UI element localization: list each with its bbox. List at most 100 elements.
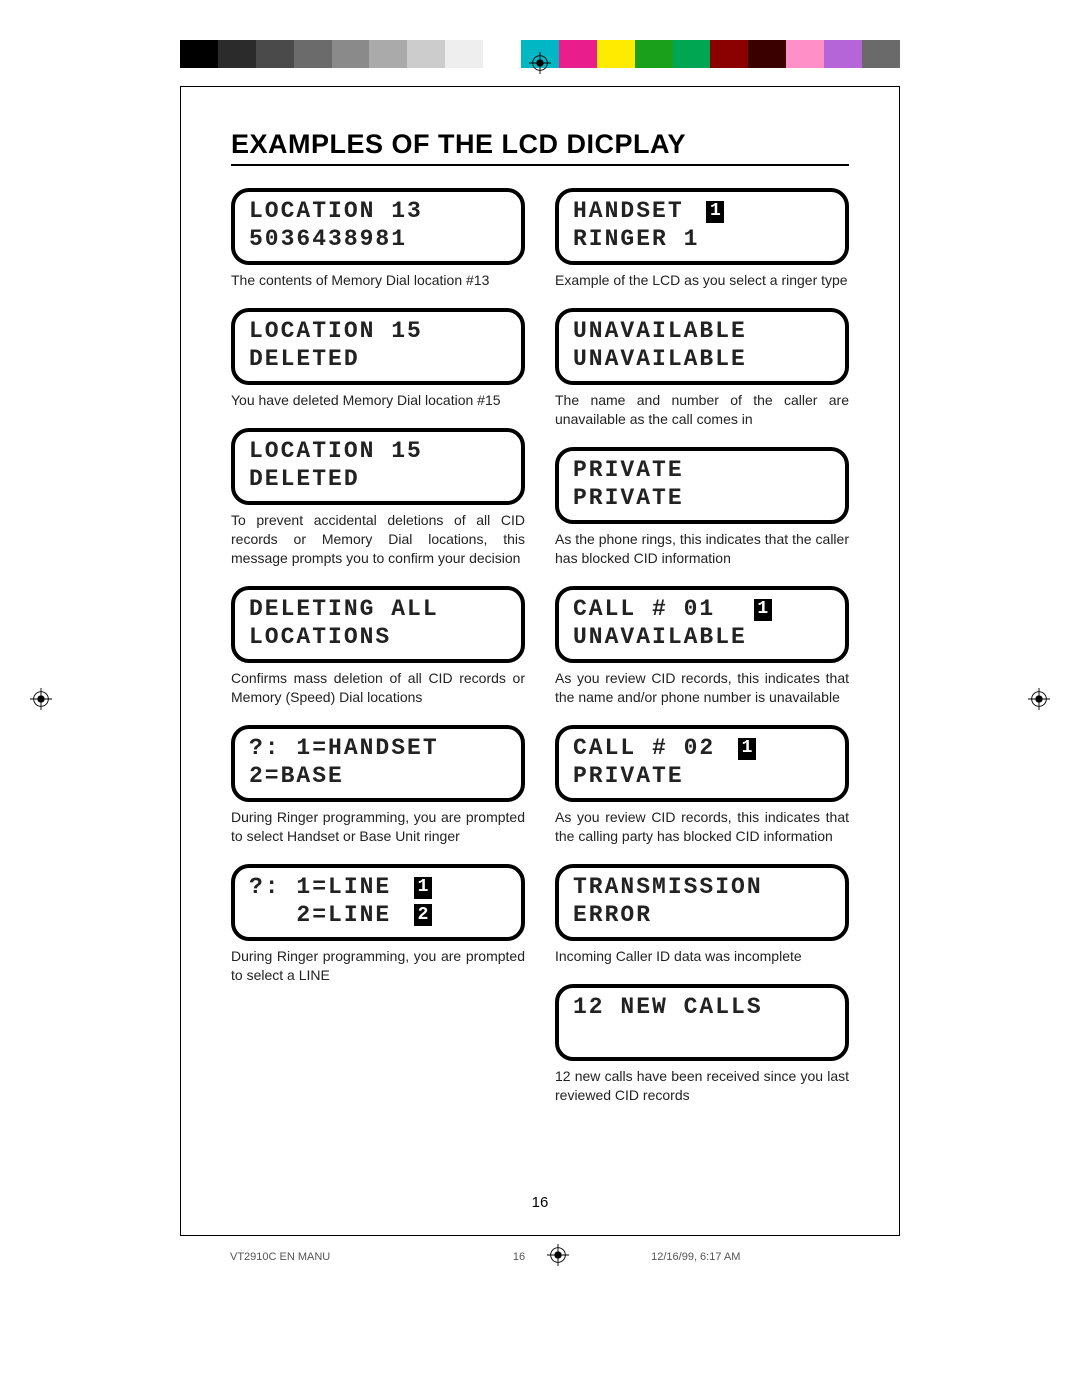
lcd-screen: ?: 1=LINE 1 2=LINE 2 bbox=[231, 864, 525, 941]
lcd-inverse-digit: 1 bbox=[738, 738, 756, 760]
lcd-inverse-digit: 1 bbox=[414, 877, 432, 899]
content-columns: LOCATION 135036438981 The contents of Mem… bbox=[231, 188, 849, 1123]
lcd-screen: ?: 1=HANDSET2=BASE bbox=[231, 725, 525, 802]
lcd-text: LOCATION 13 bbox=[249, 198, 423, 226]
lcd-text: DELETED bbox=[249, 466, 360, 494]
lcd-screen: LOCATION 15DELETED bbox=[231, 428, 525, 505]
calibration-swatch bbox=[256, 40, 294, 68]
lcd-text: UNAVAILABLE bbox=[573, 318, 747, 346]
footer-page: 16 bbox=[493, 1251, 525, 1263]
calibration-swatch bbox=[407, 40, 445, 68]
lcd-line: ERROR bbox=[573, 902, 831, 930]
lcd-line: TRANSMISSION bbox=[573, 874, 831, 902]
calibration-swatch bbox=[445, 40, 483, 68]
page-title: EXAMPLES OF THE LCD DICPLAY bbox=[231, 129, 849, 160]
lcd-text bbox=[573, 1022, 589, 1050]
registration-mark-icon bbox=[529, 52, 551, 74]
lcd-text: HANDSET bbox=[573, 198, 699, 226]
lcd-line: ?: 1=HANDSET bbox=[249, 735, 507, 763]
lcd-line: DELETED bbox=[249, 466, 507, 494]
calibration-swatch bbox=[483, 40, 521, 68]
lcd-text: PRIVATE bbox=[573, 485, 684, 513]
lcd-screen: LOCATION 135036438981 bbox=[231, 188, 525, 265]
lcd-text: 5036438981 bbox=[249, 226, 407, 254]
lcd-line: LOCATIONS bbox=[249, 624, 507, 652]
lcd-text: LOCATION 15 bbox=[249, 318, 423, 346]
lcd-line: LOCATION 15 bbox=[249, 438, 507, 466]
lcd-caption: 12 new calls have been received since yo… bbox=[555, 1067, 849, 1105]
lcd-line: CALL # 02 1 bbox=[573, 735, 831, 763]
lcd-text: PRIVATE bbox=[573, 457, 684, 485]
lcd-caption: During Ringer programming, you are promp… bbox=[231, 947, 525, 985]
lcd-caption: To prevent accidental deletions of all C… bbox=[231, 511, 525, 568]
lcd-line: ?: 1=LINE 1 bbox=[249, 874, 507, 902]
lcd-line: CALL # 01 1 bbox=[573, 596, 831, 624]
calibration-swatch bbox=[332, 40, 370, 68]
footer-doc-name: VT2910C EN MANU bbox=[180, 1251, 479, 1263]
lcd-text: RINGER 1 bbox=[573, 226, 699, 254]
calibration-swatch bbox=[748, 40, 786, 68]
lcd-line: PRIVATE bbox=[573, 457, 831, 485]
calibration-swatch bbox=[180, 40, 218, 68]
lcd-text: 2=BASE bbox=[249, 763, 344, 791]
column-right: HANDSET 1RINGER 1Example of the LCD as y… bbox=[555, 188, 849, 1123]
lcd-caption: You have deleted Memory Dial location #1… bbox=[231, 391, 525, 410]
lcd-screen: HANDSET 1RINGER 1 bbox=[555, 188, 849, 265]
lcd-text: 12 NEW CALLS bbox=[573, 994, 763, 1022]
lcd-text: CALL # 02 bbox=[573, 735, 731, 763]
print-footer: VT2910C EN MANU 16 12/16/99, 6:17 AM bbox=[180, 1244, 900, 1269]
lcd-line: HANDSET 1 bbox=[573, 198, 831, 226]
lcd-screen: 12 NEW CALLS bbox=[555, 984, 849, 1061]
lcd-text: PRIVATE bbox=[573, 763, 684, 791]
lcd-line: UNAVAILABLE bbox=[573, 624, 831, 652]
lcd-caption: Confirms mass deletion of all CID record… bbox=[231, 669, 525, 707]
lcd-line: UNAVAILABLE bbox=[573, 318, 831, 346]
lcd-line: 5036438981 bbox=[249, 226, 507, 254]
lcd-caption: Example of the LCD as you select a ringe… bbox=[555, 271, 849, 290]
scanned-page: EXAMPLES OF THE LCD DICPLAY LOCATION 135… bbox=[0, 0, 1080, 1397]
lcd-screen: UNAVAILABLEUNAVAILABLE bbox=[555, 308, 849, 385]
lcd-caption: As you review CID records, this indicate… bbox=[555, 808, 849, 846]
calibration-swatch bbox=[824, 40, 862, 68]
lcd-caption: The contents of Memory Dial location #13 bbox=[231, 271, 525, 290]
lcd-line: PRIVATE bbox=[573, 763, 831, 791]
lcd-text: UNAVAILABLE bbox=[573, 624, 747, 652]
lcd-screen: CALL # 01 1UNAVAILABLE bbox=[555, 586, 849, 663]
lcd-screen: LOCATION 15DELETED bbox=[231, 308, 525, 385]
registration-mark-icon bbox=[1028, 688, 1050, 710]
lcd-text: LOCATIONS bbox=[249, 624, 391, 652]
calibration-swatch bbox=[369, 40, 407, 68]
lcd-caption: Incoming Caller ID data was incomplete bbox=[555, 947, 849, 966]
lcd-line: 12 NEW CALLS bbox=[573, 994, 831, 1022]
registration-mark-icon bbox=[539, 1244, 577, 1269]
calibration-swatch bbox=[294, 40, 332, 68]
lcd-screen: CALL # 02 1PRIVATE bbox=[555, 725, 849, 802]
lcd-line: DELETED bbox=[249, 346, 507, 374]
lcd-line: 2=LINE 2 bbox=[249, 902, 507, 930]
calibration-swatch bbox=[673, 40, 711, 68]
print-calibration-area bbox=[180, 40, 900, 68]
lcd-text: UNAVAILABLE bbox=[573, 346, 747, 374]
lcd-line: PRIVATE bbox=[573, 485, 831, 513]
calibration-swatch bbox=[710, 40, 748, 68]
calibration-swatch bbox=[597, 40, 635, 68]
column-left: LOCATION 135036438981 The contents of Mem… bbox=[231, 188, 525, 1123]
title-rule bbox=[231, 164, 849, 166]
lcd-inverse-digit: 1 bbox=[754, 599, 772, 621]
calibration-swatch bbox=[862, 40, 900, 68]
lcd-text: ?: 1=HANDSET bbox=[249, 735, 439, 763]
lcd-line: DELETING ALL bbox=[249, 596, 507, 624]
footer-timestamp: 12/16/99, 6:17 AM bbox=[591, 1251, 900, 1263]
lcd-inverse-digit: 1 bbox=[706, 201, 724, 223]
lcd-caption: As the phone rings, this indicates that … bbox=[555, 530, 849, 568]
page-crop-frame: EXAMPLES OF THE LCD DICPLAY LOCATION 135… bbox=[180, 86, 900, 1236]
lcd-text: CALL # 01 bbox=[573, 596, 747, 624]
lcd-line: LOCATION 15 bbox=[249, 318, 507, 346]
lcd-screen: TRANSMISSIONERROR bbox=[555, 864, 849, 941]
lcd-text: TRANSMISSION bbox=[573, 874, 763, 902]
lcd-screen: PRIVATEPRIVATE bbox=[555, 447, 849, 524]
calibration-swatch bbox=[786, 40, 824, 68]
lcd-line: UNAVAILABLE bbox=[573, 346, 831, 374]
lcd-inverse-digit: 2 bbox=[414, 904, 432, 926]
lcd-line bbox=[573, 1022, 831, 1050]
